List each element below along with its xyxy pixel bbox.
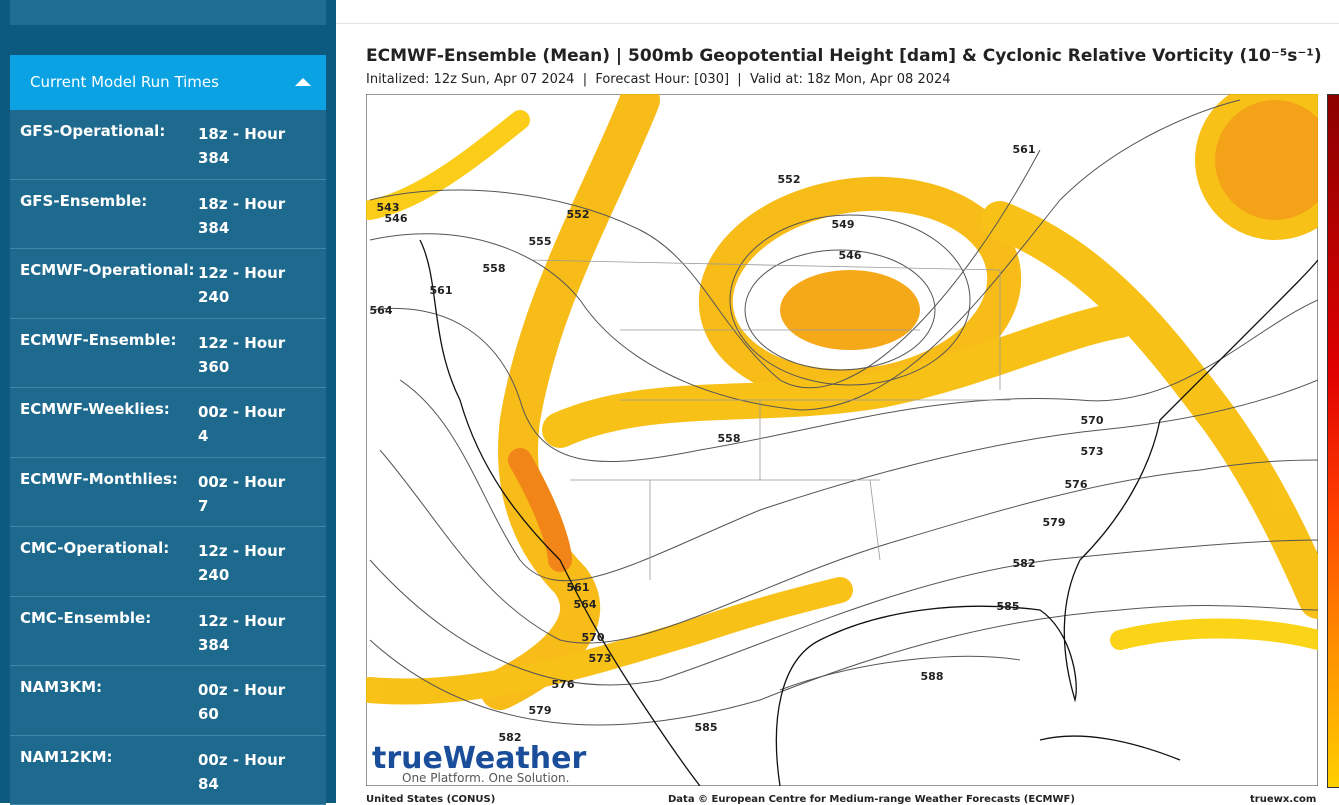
run-time-row[interactable]: ECMWF-Ensemble: 12z - Hour 360: [10, 319, 326, 389]
run-time: 00z - Hour 84: [198, 748, 288, 796]
contour-label: 564: [370, 304, 393, 317]
contour-label: 588: [921, 670, 944, 683]
map-title: ECMWF-Ensemble (Mean) | 500mb Geopotenti…: [366, 46, 1322, 66]
footer-site[interactable]: truewx.com: [1250, 794, 1316, 805]
contour-label: 561: [567, 581, 590, 594]
run-time-row[interactable]: ECMWF-Weeklies: 00z - Hour 4: [10, 388, 326, 458]
collapse-arrow[interactable]: [295, 78, 311, 86]
run-time-row[interactable]: ECMWF-Operational:12z - Hour 240: [10, 249, 326, 319]
logo: trueWeather One Platform. One Solution.: [372, 741, 586, 785]
run-time: 00z - Hour 60: [198, 678, 288, 726]
contour-label: 573: [589, 652, 612, 665]
contour-label: 546: [839, 249, 862, 262]
header-text: Current Model Run Times: [30, 73, 219, 91]
contour-label: 558: [718, 432, 741, 445]
model-name: CMC-Operational:: [20, 539, 169, 557]
run-time-row[interactable]: CMC-Operational: 12z - Hour 240: [10, 527, 326, 597]
divider: [336, 23, 1339, 24]
model-name: ECMWF-Weeklies:: [20, 400, 170, 418]
run-time: 18z - Hour 384: [198, 192, 288, 240]
model-name: CMC-Ensemble:: [20, 609, 151, 627]
run-time: 12z - Hour 240: [198, 539, 288, 587]
model-name: NAM12KM:: [20, 748, 113, 766]
contour-label: 552: [567, 208, 590, 221]
model-name: GFS-Operational:: [20, 122, 165, 140]
contour-label: 576: [552, 678, 575, 691]
footer-credit: Data © European Centre for Medium-range …: [668, 794, 1075, 805]
footer-region: United States (CONUS): [366, 794, 495, 805]
contour-label: 579: [529, 704, 552, 717]
model-name: ECMWF-Operational:: [20, 261, 194, 279]
contour-label: 570: [1081, 414, 1104, 427]
run-time: 00z - Hour 7: [198, 470, 288, 518]
model-name: GFS-Ensemble:: [20, 192, 147, 210]
run-time: 00z - Hour 4: [198, 400, 288, 448]
run-time: 12z - Hour 384: [198, 609, 288, 657]
run-time-row[interactable]: NAM3KM: 00z - Hour 60: [10, 666, 326, 736]
contour-label: 570: [582, 631, 605, 644]
run-time: 12z - Hour 360: [198, 331, 288, 379]
contour-label: 552: [778, 173, 801, 186]
model-name: NAM3KM:: [20, 678, 102, 696]
contour-label: 549: [832, 218, 855, 231]
vort-blob: [1205, 94, 1318, 230]
vort-core: [780, 270, 920, 350]
contour-label: 579: [1043, 516, 1066, 529]
map-subtitle: Initalized: 12z Sun, Apr 07 2024 | Forec…: [366, 72, 951, 87]
run-time-row[interactable]: ECMWF-Monthlies: 00z - Hour 7: [10, 458, 326, 528]
contour-label: 576: [1065, 478, 1088, 491]
contour-label: 558: [483, 262, 506, 275]
run-time-row[interactable]: CMC-Ensemble: 12z - Hour 384: [10, 597, 326, 667]
contour-label: 564: [574, 598, 597, 611]
run-time-row[interactable]: NAM12KM: 00z - Hour 84: [10, 736, 326, 805]
run-time-row[interactable]: GFS-Ensemble: 18z - Hour 384: [10, 180, 326, 250]
run-time: 12z - Hour 240: [198, 261, 288, 309]
contour-label: 555: [529, 235, 552, 248]
logo-tagline: One Platform. One Solution.: [402, 771, 569, 785]
sidebar-top: [10, 0, 326, 25]
sidebar: Current Model Run Times GFS-Operational:…: [0, 0, 336, 803]
run-times-header[interactable]: Current Model Run Times: [10, 55, 326, 110]
contour-label: 582: [1013, 557, 1036, 570]
run-time-row[interactable]: GFS-Operational: 18z - Hour 384: [10, 110, 326, 180]
run-time: 18z - Hour 384: [198, 122, 288, 170]
color-scale: [1327, 94, 1339, 788]
contour-label: 561: [1013, 143, 1036, 156]
vort-band: [1120, 628, 1318, 640]
contour-label: 585: [695, 721, 718, 734]
contour-label: 546: [385, 212, 408, 225]
contour-label: 573: [1081, 445, 1104, 458]
model-name: ECMWF-Monthlies:: [20, 470, 178, 488]
model-name: ECMWF-Ensemble:: [20, 331, 176, 349]
contour-label: 585: [997, 600, 1020, 613]
contour-label: 561: [430, 284, 453, 297]
